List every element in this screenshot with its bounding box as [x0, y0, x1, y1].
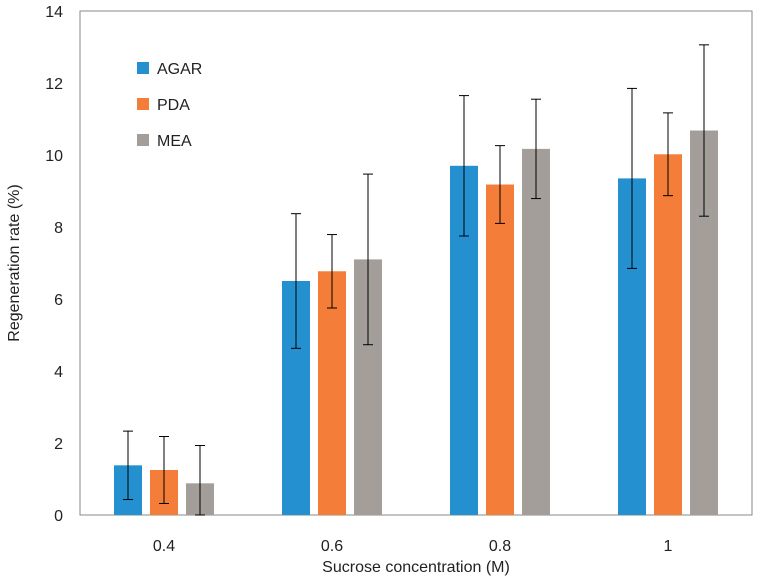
- legend-label-mea: MEA: [157, 133, 192, 150]
- error-bars-group: [123, 44, 709, 516]
- x-axis-title: Sucrose concentration (M): [322, 559, 510, 576]
- y-tick-label: 8: [54, 220, 63, 237]
- y-axis-ticks: 0 2 4 6 8 10 12 14: [45, 4, 63, 525]
- y-tick-label: 6: [54, 292, 63, 309]
- bars-group: [114, 130, 718, 516]
- y-tick-label: 2: [54, 436, 63, 453]
- plot-area-frame: [79, 10, 753, 516]
- y-tick-label: 0: [54, 508, 63, 525]
- x-tick-label: 0.4: [153, 538, 175, 555]
- x-axis-ticks: 0.4 0.6 0.8 1: [153, 538, 673, 555]
- y-tick-label: 14: [45, 4, 63, 21]
- y-tick-label: 12: [45, 76, 63, 93]
- bar-pda: [486, 184, 514, 515]
- bar-pda: [654, 154, 682, 515]
- y-tick-label: 4: [54, 364, 63, 381]
- x-tick-label: 1: [664, 538, 673, 555]
- legend-label-agar: AGAR: [157, 61, 202, 78]
- bar-mea: [522, 148, 550, 515]
- x-tick-label: 0.6: [321, 538, 343, 555]
- legend-label-pda: PDA: [157, 97, 190, 114]
- legend: AGAR PDA MEA: [137, 61, 202, 150]
- legend-swatch-pda: [137, 98, 149, 110]
- bar-pda: [318, 271, 346, 515]
- legend-swatch-mea: [137, 134, 149, 146]
- legend-swatch-agar: [137, 62, 149, 74]
- y-tick-label: 10: [45, 148, 63, 165]
- x-tick-label: 0.8: [489, 538, 511, 555]
- y-axis-title: Regeneration rate (%): [6, 184, 23, 341]
